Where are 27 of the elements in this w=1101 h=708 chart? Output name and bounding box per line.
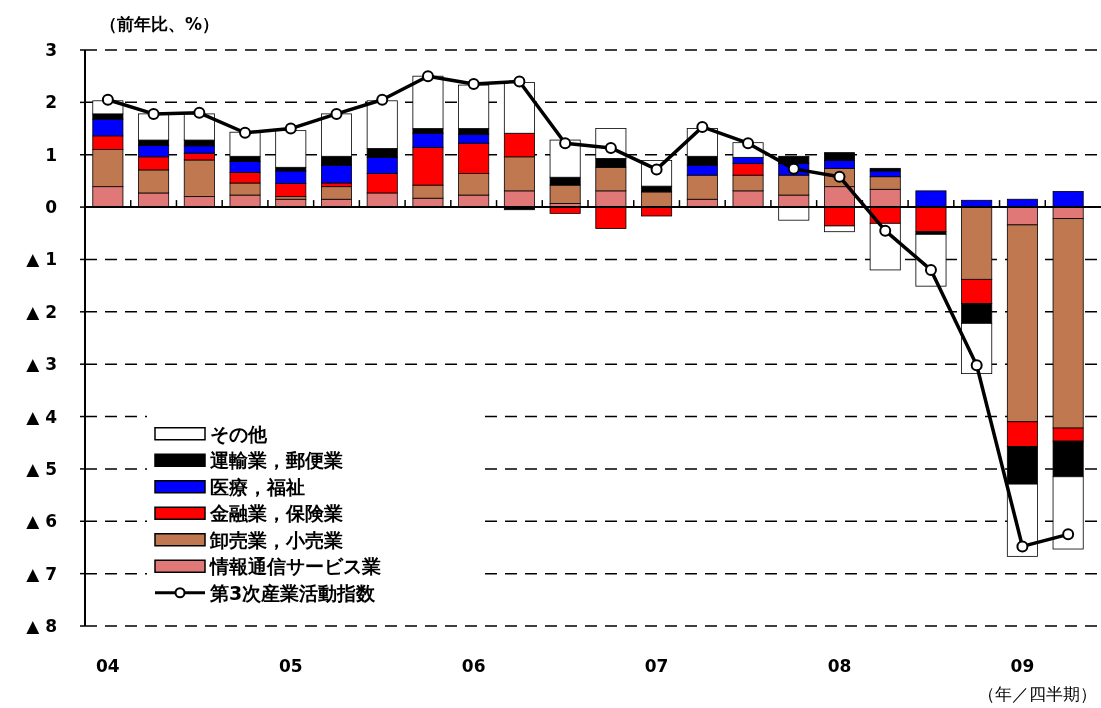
y-tick-label: ▲ 8 — [26, 616, 57, 636]
x-tick-label: 08 — [827, 656, 852, 676]
y-tick-label: ▲ 7 — [26, 563, 57, 584]
x-tick-label: 04 — [96, 656, 120, 676]
y-tick-label: 0 — [45, 197, 58, 218]
legend-label: 金融業，保険業 — [209, 502, 343, 525]
y-tick-label: ▲ 2 — [26, 301, 57, 322]
legend-label: 第3次産業活動指数 — [209, 581, 377, 604]
legend-label: 情報通信サービス業 — [209, 555, 381, 578]
x-tick-label: 05 — [278, 656, 303, 676]
legend-label: 医療，福祉 — [210, 475, 305, 498]
x-tick-label: 07 — [644, 656, 669, 676]
y-tick-label: 1 — [45, 144, 57, 165]
x-tick-label: 06 — [461, 656, 486, 676]
y-tick-label: ▲ 1 — [26, 249, 57, 270]
y-tick-label: 2 — [45, 92, 57, 113]
y-tick-label: ▲ 6 — [26, 511, 57, 532]
y-tick-label: ▲ 4 — [26, 406, 58, 427]
x-tick-label: 09 — [1010, 656, 1035, 676]
y-tick-label: ▲ 3 — [26, 354, 57, 375]
legend-label: 卸売業，小売業 — [209, 528, 343, 551]
y-tick-label: 3 — [45, 40, 57, 60]
legend-label: 運輸業，郵便業 — [209, 449, 343, 472]
y-tick-label: ▲ 5 — [26, 458, 57, 479]
legend-label: その他 — [210, 422, 268, 445]
y-axis-title: （前年比、%） — [100, 14, 220, 34]
x-axis-title: （年／四半期） — [978, 684, 1097, 704]
